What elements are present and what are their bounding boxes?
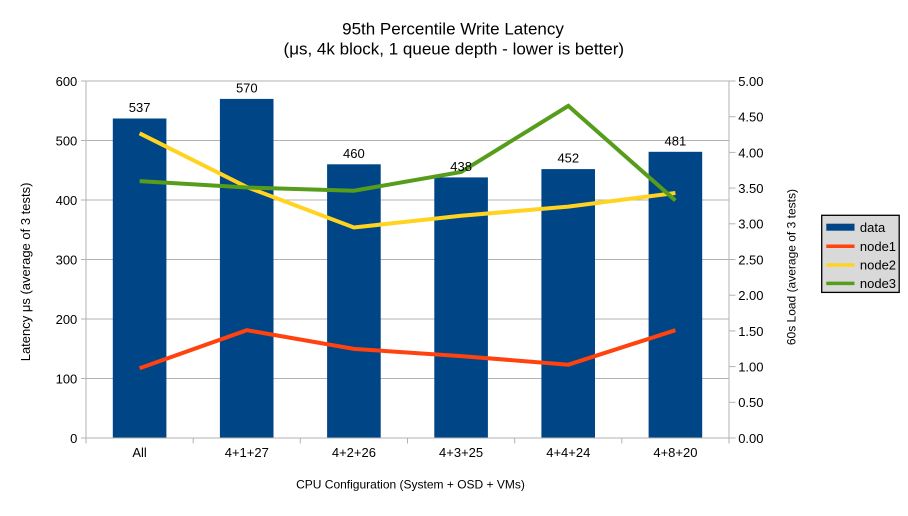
svg-text:node3: node3 xyxy=(860,276,896,291)
svg-text:0: 0 xyxy=(70,431,77,446)
svg-text:4+8+20: 4+8+20 xyxy=(653,445,697,460)
svg-text:4+4+24: 4+4+24 xyxy=(546,445,590,460)
svg-text:data: data xyxy=(860,220,886,235)
svg-text:2.50: 2.50 xyxy=(738,252,763,267)
svg-text:2.00: 2.00 xyxy=(738,288,763,303)
svg-text:4.50: 4.50 xyxy=(738,110,763,125)
svg-text:95th Percentile Write Latency: 95th Percentile Write Latency xyxy=(342,20,564,39)
svg-text:node2: node2 xyxy=(860,258,896,273)
svg-text:node1: node1 xyxy=(860,239,896,254)
svg-text:100: 100 xyxy=(56,371,78,386)
svg-text:570: 570 xyxy=(236,80,258,95)
svg-text:452: 452 xyxy=(557,151,579,166)
svg-text:481: 481 xyxy=(665,133,687,148)
svg-text:3.00: 3.00 xyxy=(738,217,763,232)
svg-text:1.50: 1.50 xyxy=(738,324,763,339)
svg-text:0.50: 0.50 xyxy=(738,395,763,410)
svg-text:400: 400 xyxy=(56,193,78,208)
svg-text:(μs, 4k block, 1 queue depth -: (μs, 4k block, 1 queue depth - lower is … xyxy=(284,39,625,58)
svg-text:3.50: 3.50 xyxy=(738,181,763,196)
svg-text:Latency μs (average of 3 tests: Latency μs (average of 3 tests) xyxy=(18,183,33,362)
svg-text:5.00: 5.00 xyxy=(738,74,763,89)
svg-text:537: 537 xyxy=(129,100,151,115)
svg-text:1.00: 1.00 xyxy=(738,360,763,375)
svg-text:60s Load (average of 3 tests): 60s Load (average of 3 tests) xyxy=(785,189,799,345)
svg-text:CPU Configuration (System + OS: CPU Configuration (System + OSD + VMs) xyxy=(296,477,525,491)
svg-text:200: 200 xyxy=(56,312,78,327)
svg-text:300: 300 xyxy=(56,252,78,267)
svg-text:460: 460 xyxy=(343,146,365,161)
svg-text:600: 600 xyxy=(56,74,78,89)
svg-text:0.00: 0.00 xyxy=(738,431,763,446)
svg-text:All: All xyxy=(132,445,147,460)
svg-text:4.00: 4.00 xyxy=(738,145,763,160)
svg-text:4+3+25: 4+3+25 xyxy=(439,445,483,460)
svg-text:4+1+27: 4+1+27 xyxy=(225,445,269,460)
svg-text:500: 500 xyxy=(56,133,78,148)
svg-text:438: 438 xyxy=(450,159,472,174)
svg-text:4+2+26: 4+2+26 xyxy=(332,445,376,460)
